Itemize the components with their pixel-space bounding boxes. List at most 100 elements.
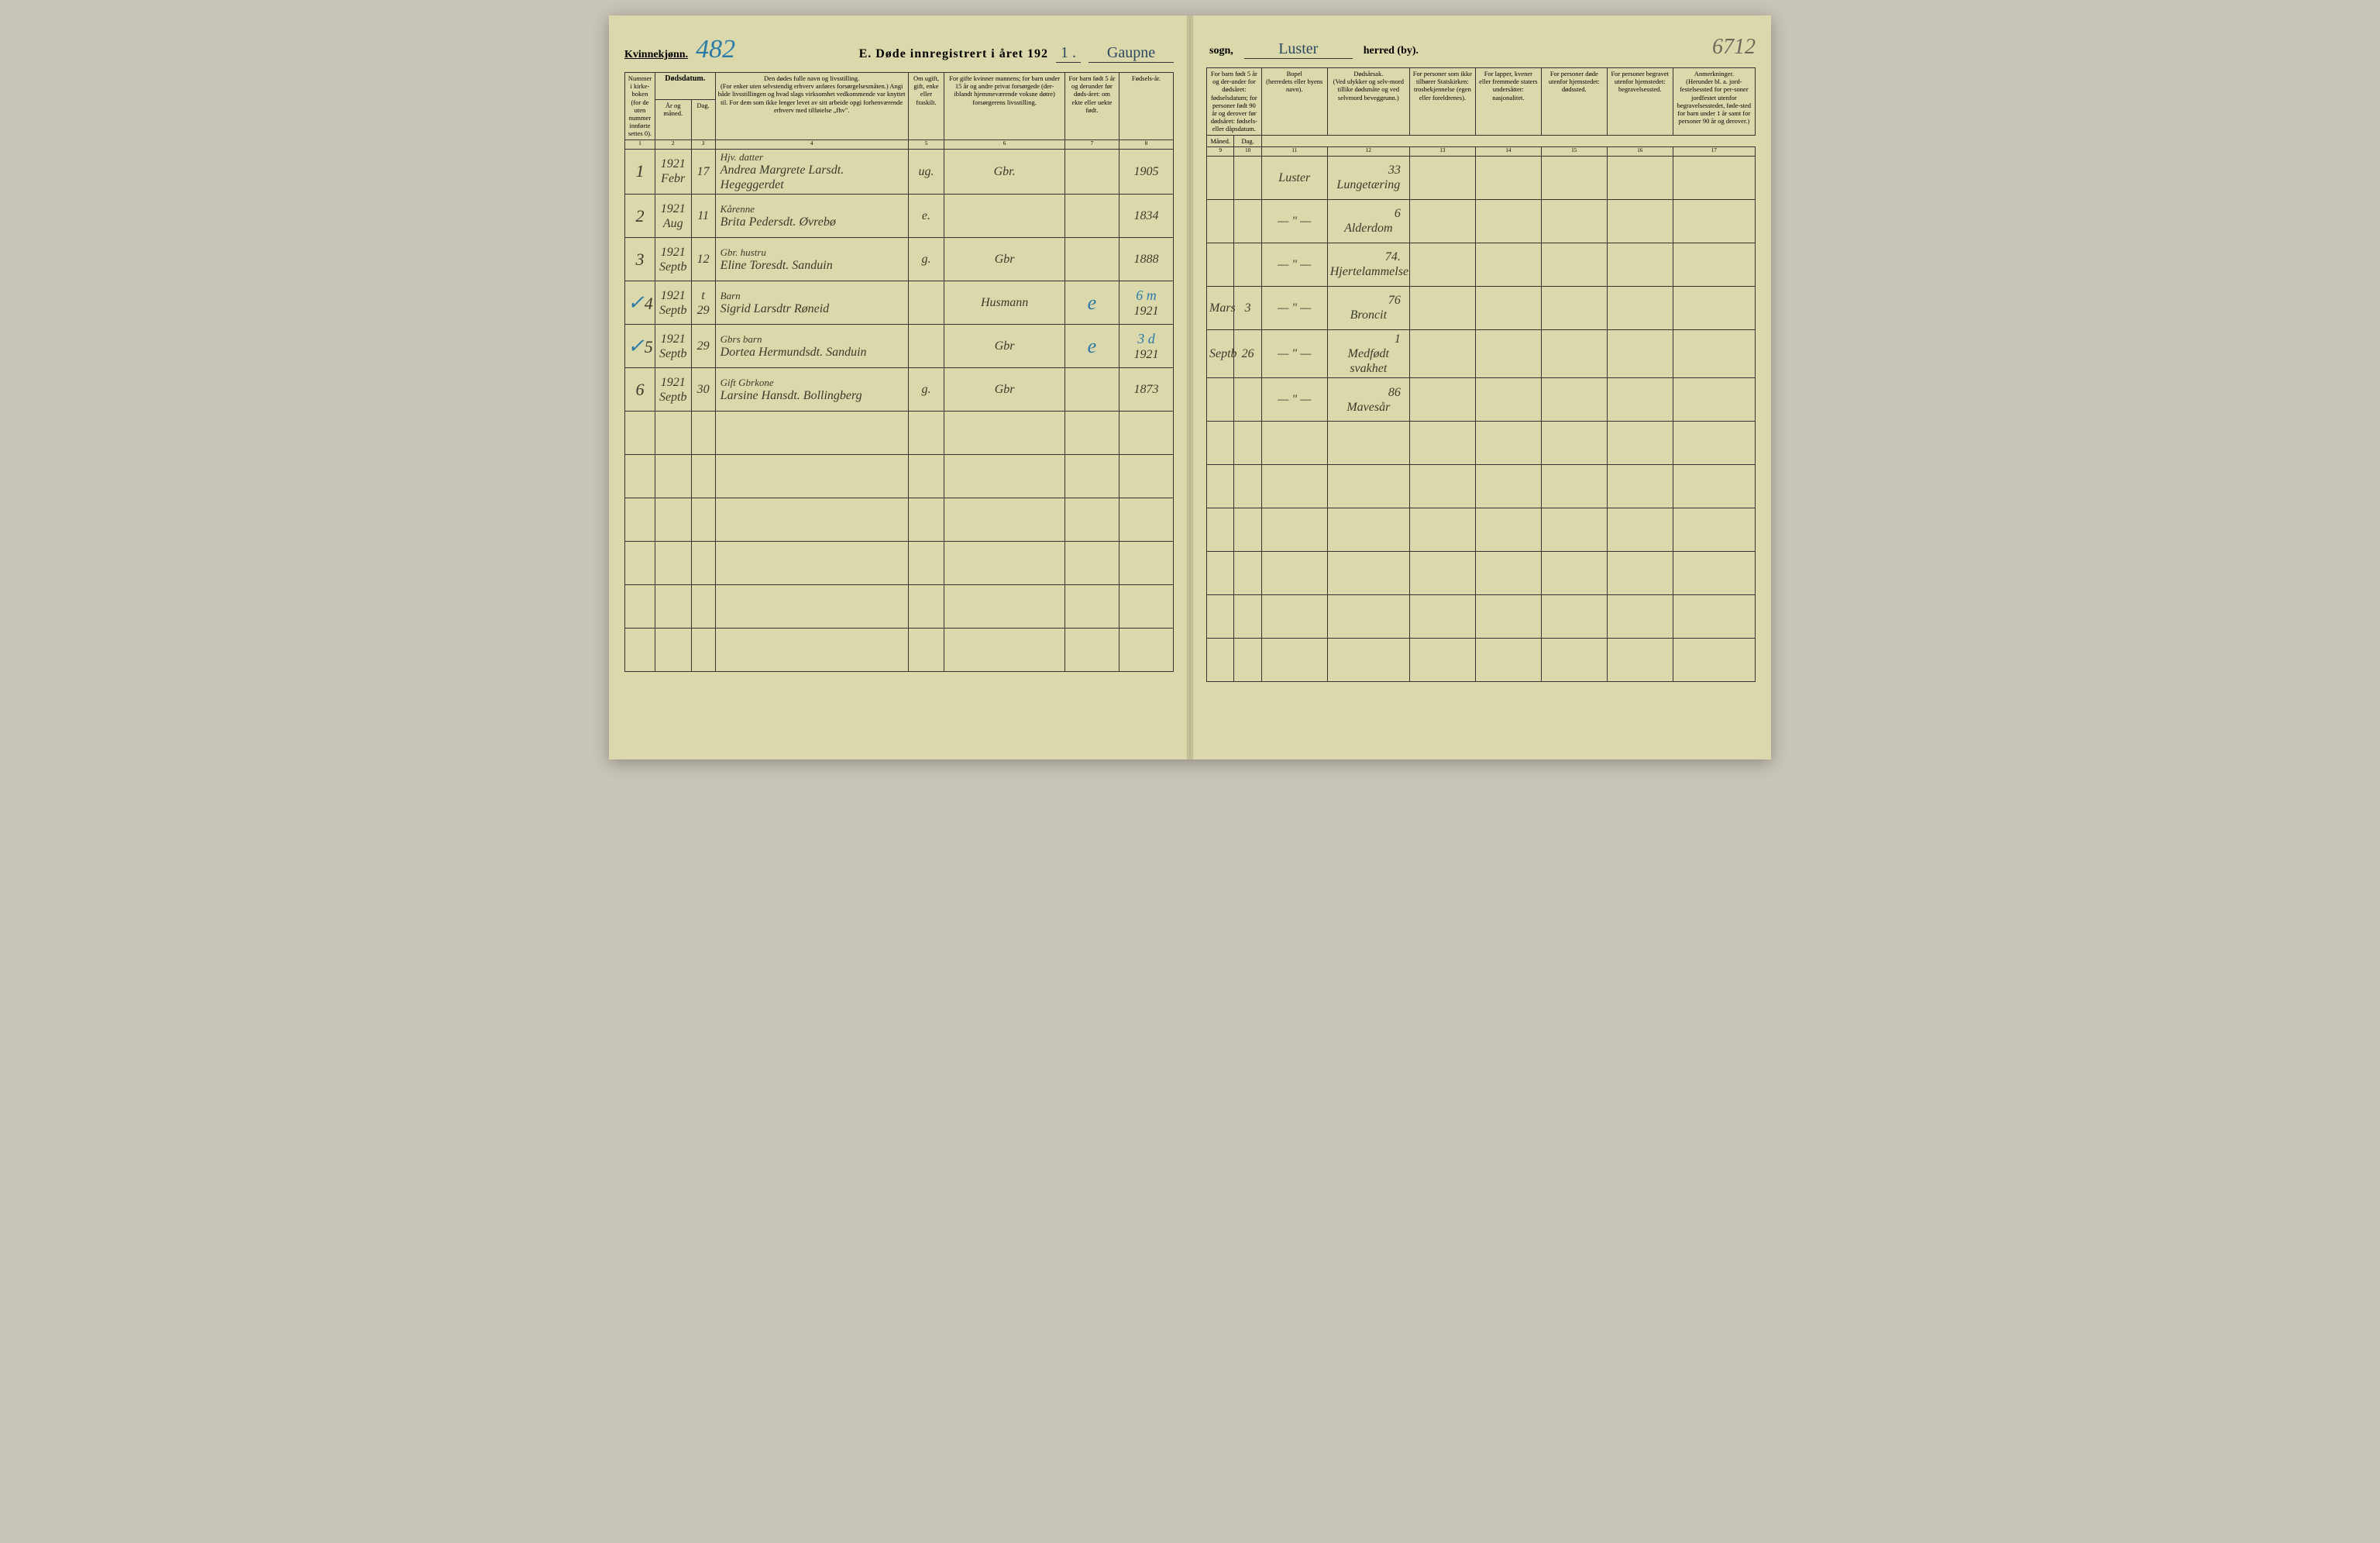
death-day bbox=[691, 542, 715, 585]
birth-month bbox=[1207, 156, 1234, 199]
row-number: ✓4 bbox=[625, 281, 655, 325]
begravelsessted bbox=[1607, 378, 1673, 422]
death-day bbox=[691, 629, 715, 672]
table-row: — " — 6 Alderdom bbox=[1207, 199, 1756, 243]
row-number bbox=[625, 542, 655, 585]
trosbekjennelse bbox=[1409, 508, 1475, 552]
year-month: 1921 Aug bbox=[655, 195, 691, 238]
nasjonalitet bbox=[1475, 286, 1541, 329]
status bbox=[908, 455, 944, 498]
col7-header: For barn født 5 år og derunder før døds-… bbox=[1064, 73, 1119, 140]
col17-sub: (Herunder bl. a. jord-festelsessted for … bbox=[1676, 77, 1752, 125]
ekte bbox=[1064, 585, 1119, 629]
birth-month bbox=[1207, 422, 1234, 465]
birth-year: 1834 bbox=[1119, 195, 1173, 238]
birth-year: 1888 bbox=[1119, 238, 1173, 281]
bopel bbox=[1261, 595, 1327, 639]
forsorger bbox=[944, 498, 1065, 542]
table-row bbox=[1207, 595, 1756, 639]
dodssted bbox=[1541, 422, 1607, 465]
colnum: 2 bbox=[655, 139, 691, 149]
nasjonalitet bbox=[1475, 465, 1541, 508]
begravelsessted bbox=[1607, 329, 1673, 378]
ekte bbox=[1064, 498, 1119, 542]
table-row bbox=[625, 455, 1174, 498]
left-page: Kvinnekjønn. 482 E. Døde innregistrert i… bbox=[609, 15, 1190, 759]
death-day: 11 bbox=[691, 195, 715, 238]
birth-day: 3 bbox=[1234, 286, 1261, 329]
death-day bbox=[691, 455, 715, 498]
table-header-right: For barn født 5 år og der-under for døds… bbox=[1207, 68, 1756, 157]
col4-sub: (For enker uten selvstendig erhverv anfø… bbox=[718, 82, 906, 114]
name-cell: Kårenne Brita Pedersdt. Øvrebø bbox=[715, 195, 908, 238]
birth-day bbox=[1234, 639, 1261, 682]
table-row bbox=[625, 542, 1174, 585]
colnum-row-left: 1 2 3 4 5 6 7 8 bbox=[625, 139, 1174, 149]
death-day: 12 bbox=[691, 238, 715, 281]
begravelsessted bbox=[1607, 465, 1673, 508]
nasjonalitet bbox=[1475, 422, 1541, 465]
anmerkninger bbox=[1673, 156, 1755, 199]
year-month: 1921 Septb bbox=[655, 368, 691, 412]
bopel: Luster bbox=[1261, 156, 1327, 199]
forsorger bbox=[944, 195, 1065, 238]
trosbekjennelse bbox=[1409, 156, 1475, 199]
cause bbox=[1327, 422, 1409, 465]
table-row: — " — 74. Hjertelammelse bbox=[1207, 243, 1756, 286]
ekte bbox=[1064, 542, 1119, 585]
birth-year: 3 d1921 bbox=[1119, 325, 1173, 368]
anmerkninger bbox=[1673, 329, 1755, 378]
anmerkninger bbox=[1673, 243, 1755, 286]
birth-month bbox=[1207, 595, 1234, 639]
forsorger: Gbr. bbox=[944, 149, 1065, 195]
forsorger: Gbr bbox=[944, 238, 1065, 281]
table-header-left: Nummer i kirke-boken (for de uten nummer… bbox=[625, 73, 1174, 150]
dodssted bbox=[1541, 156, 1607, 199]
colnum-row-right: 9 10 11 12 13 14 15 16 17 bbox=[1207, 146, 1756, 156]
table-body-right: Luster 33 Lungetæring — " — 6 Alderdom —… bbox=[1207, 156, 1756, 682]
trosbekjennelse bbox=[1409, 286, 1475, 329]
herred-label: herred (by). bbox=[1364, 45, 1419, 57]
name-cell bbox=[715, 455, 908, 498]
bopel bbox=[1261, 508, 1327, 552]
birth-month bbox=[1207, 465, 1234, 508]
colnum: 3 bbox=[691, 139, 715, 149]
table-row bbox=[1207, 639, 1756, 682]
trosbekjennelse bbox=[1409, 329, 1475, 378]
birth-year bbox=[1119, 629, 1173, 672]
table-row bbox=[1207, 552, 1756, 595]
col17-header: Anmerkninger. (Herunder bl. a. jord-fest… bbox=[1673, 68, 1755, 136]
bopel bbox=[1261, 465, 1327, 508]
status bbox=[908, 281, 944, 325]
birth-day bbox=[1234, 199, 1261, 243]
birth-day bbox=[1234, 552, 1261, 595]
cause: 74. Hjertelammelse bbox=[1327, 243, 1409, 286]
anmerkninger bbox=[1673, 378, 1755, 422]
col9-group-header: For barn født 5 år og der-under for døds… bbox=[1207, 68, 1262, 136]
birth-year bbox=[1119, 412, 1173, 455]
status: g. bbox=[908, 238, 944, 281]
colnum: 7 bbox=[1064, 139, 1119, 149]
col2-group-header: Dødsdatum. bbox=[655, 73, 715, 100]
dodssted bbox=[1541, 243, 1607, 286]
right-page: sogn, Luster herred (by). 6712 For barn … bbox=[1190, 15, 1771, 759]
birth-month: Mars bbox=[1207, 286, 1234, 329]
name-cell bbox=[715, 498, 908, 542]
trosbekjennelse bbox=[1409, 552, 1475, 595]
dodssted bbox=[1541, 639, 1607, 682]
colnum: 5 bbox=[908, 139, 944, 149]
page-number-blue: 482 bbox=[696, 35, 735, 64]
birth-day bbox=[1234, 378, 1261, 422]
nasjonalitet bbox=[1475, 329, 1541, 378]
nasjonalitet bbox=[1475, 639, 1541, 682]
birth-year bbox=[1119, 585, 1173, 629]
sogn-label: sogn, bbox=[1209, 45, 1233, 57]
forsorger: Husmann bbox=[944, 281, 1065, 325]
name-cell: Gbr. hustru Eline Toresdt. Sanduin bbox=[715, 238, 908, 281]
cause: 86 Mavesår bbox=[1327, 378, 1409, 422]
anmerkninger bbox=[1673, 552, 1755, 595]
table-row bbox=[625, 585, 1174, 629]
death-day: 29 bbox=[691, 325, 715, 368]
colnum: 12 bbox=[1327, 146, 1409, 156]
birth-day bbox=[1234, 595, 1261, 639]
